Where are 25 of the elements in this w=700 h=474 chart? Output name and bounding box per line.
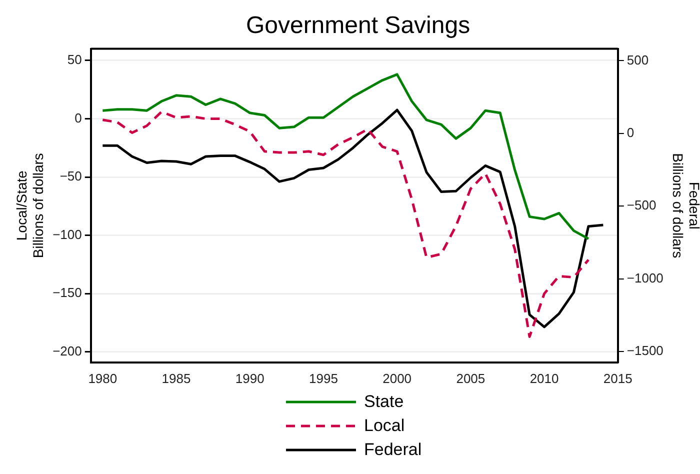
y-tick-label: −200 (52, 343, 82, 358)
x-tick-label: 1995 (309, 370, 338, 386)
x-tick-label: 2010 (530, 370, 559, 386)
x-tick-label: 2000 (382, 370, 412, 386)
y-tick-label: 0 (74, 110, 82, 126)
y-tick-label: −100 (52, 226, 82, 242)
y2-tick-label: −500 (626, 198, 656, 213)
x-tick-label: 2015 (603, 370, 632, 386)
y2-axis-title: Federal Billions of dollars (670, 153, 700, 258)
x-tick-label: 1985 (162, 370, 191, 386)
chart-title: Government Savings (246, 12, 470, 40)
y-tick-label: 50 (67, 52, 82, 68)
x-tick-label: 2005 (456, 370, 486, 386)
legend-label: Local (364, 416, 405, 436)
y-tick-label: −150 (52, 285, 82, 300)
legend-label: Federal (364, 440, 422, 460)
y2-tick-label: 0 (626, 124, 634, 140)
y-axis-title: Local/State Billions of dollars (13, 153, 46, 258)
x-tick-label: 1980 (88, 370, 118, 386)
y2-tick-label: 500 (626, 52, 649, 68)
y2-tick-label: −1000 (626, 270, 664, 286)
x-tick-label: 1990 (235, 370, 264, 386)
y2-tick-label: −1500 (626, 343, 664, 358)
legend-label: State (364, 392, 404, 412)
y-tick-label: −50 (60, 168, 82, 184)
